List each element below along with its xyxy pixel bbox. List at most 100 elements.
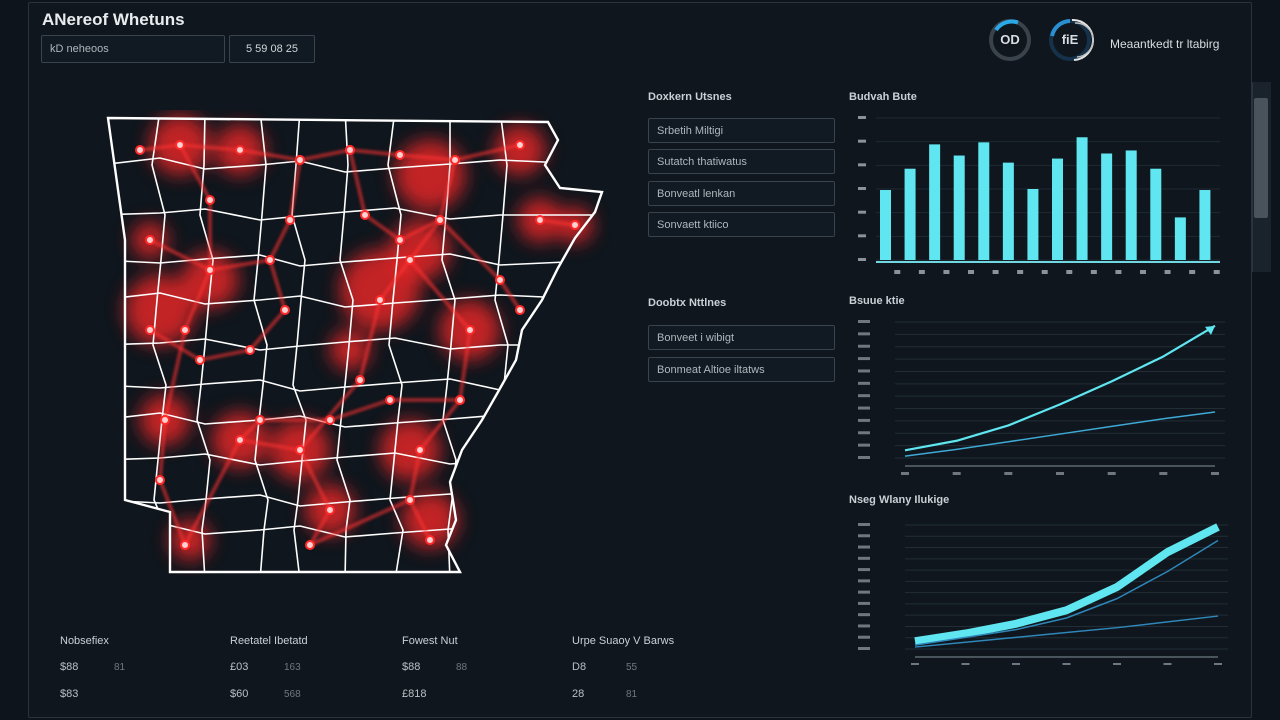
x-tick-label [1062,663,1071,665]
y-tick-label [858,545,870,549]
scrollbar-thumb[interactable] [1254,98,1268,218]
x-tick-label [1213,270,1220,274]
stat-value: $88 [402,661,421,673]
y-tick-label [858,635,870,639]
stat-label: Nobsefiex [60,635,109,647]
bar-chart [858,116,1220,274]
hotspot-node [325,505,335,515]
stat-label: Fowest Nut [402,635,458,647]
group1-item[interactable]: Sutatch thatiwatus [648,149,835,174]
hotspot-node [515,305,525,315]
road [299,449,411,548]
road [348,149,521,311]
arrow-head [1205,325,1215,335]
county-line [108,378,602,392]
county-line [151,118,168,572]
hotspot-node [415,445,425,455]
x-tick-label [1189,270,1196,274]
group1-item[interactable]: Srbetih Miltigi [648,118,835,143]
hotspot-node [180,325,190,335]
search-input[interactable]: kD neheoos [41,35,225,63]
group1-item[interactable]: Bonveatl lenkan [648,181,835,206]
county-line [336,118,354,572]
x-tick-label [1163,663,1172,665]
hotspot-node [195,355,205,365]
gauge-2[interactable]: fiE [1046,16,1095,69]
hotspot-node [180,540,190,550]
x-tick-label [918,270,925,274]
hotspot-node [295,445,305,455]
hotspot-node [455,395,465,405]
y-tick-label [858,456,870,459]
group1-item[interactable]: Sonvaett ktiico [648,212,835,237]
x-tick-label [1164,270,1171,274]
series-line [904,411,1216,457]
hotspot-node [155,475,165,485]
hotspot-node [375,295,385,305]
hotspot-node [385,395,395,405]
hotspot-node [535,215,545,225]
series-line [914,615,1219,648]
bar [1101,153,1113,260]
bar [1125,150,1137,260]
x-tick-label [952,472,961,475]
hotspot-node [435,215,445,225]
y-tick-label [858,568,870,572]
chart2-title: Bsuue ktie [849,295,905,307]
county-line [108,292,602,308]
hotspot-node [495,275,505,285]
hotspot-node [245,345,255,355]
hotspot-node [425,535,435,545]
y-tick-label [858,116,866,119]
hotspot-node [465,325,475,335]
hotspot-node [255,415,265,425]
county-line [253,118,269,572]
group2-item[interactable]: Bonveet i wibigt [648,325,835,350]
x-tick-label [961,663,970,665]
group2-title: Doobtx Nttlnes [648,297,727,309]
x-tick-label [1115,270,1122,274]
heat-zone [380,420,440,480]
x-tick-label [1012,663,1020,665]
bar [1174,217,1186,260]
road [158,144,212,546]
series-line [914,523,1220,646]
x-tick-label [1017,270,1024,274]
y-tick-label [858,163,866,167]
hotspot-node [205,265,215,275]
x-tick-label [1107,472,1116,475]
x-tick-label [1214,663,1222,665]
y-tick-label [858,418,870,422]
hotspot-nodes [135,140,580,550]
stat-subvalue: 88 [456,662,468,673]
stat-subvalue: 163 [284,662,301,673]
hotspot-node [145,325,155,335]
stat-subvalue: 81 [114,662,126,673]
chart3-title: Nseg Wlany Ilukige [849,494,950,506]
y-tick-label [858,369,870,373]
stat-subvalue: 568 [284,689,301,700]
series-line [904,324,1216,452]
y-tick-label [858,357,870,361]
arkansas-heat-map[interactable] [100,110,610,580]
dashboard-frame [28,2,1252,718]
heat-zones [125,115,593,560]
hotspot-node [395,150,405,160]
x-tick-label [1113,663,1121,665]
stat-subvalue: 81 [626,689,638,700]
bar [929,144,941,260]
y-tick-label [858,601,870,605]
y-tick-label [858,579,870,583]
gauge-1[interactable]: OD [988,18,1032,67]
x-tick-label [1004,472,1013,475]
hotspot-node [360,210,370,220]
stat-value: $60 [230,688,249,700]
stat-subvalue: 55 [626,662,638,673]
x-tick-label [1041,270,1048,274]
time-display: 5 59 08 25 [229,35,315,63]
group2-item[interactable]: Bonmeat Altioe iltatws [648,357,835,382]
stat-value: $88 [60,661,79,673]
x-tick-label [943,270,950,274]
stat-value: 28 [572,688,585,700]
hotspot-node [265,255,275,265]
